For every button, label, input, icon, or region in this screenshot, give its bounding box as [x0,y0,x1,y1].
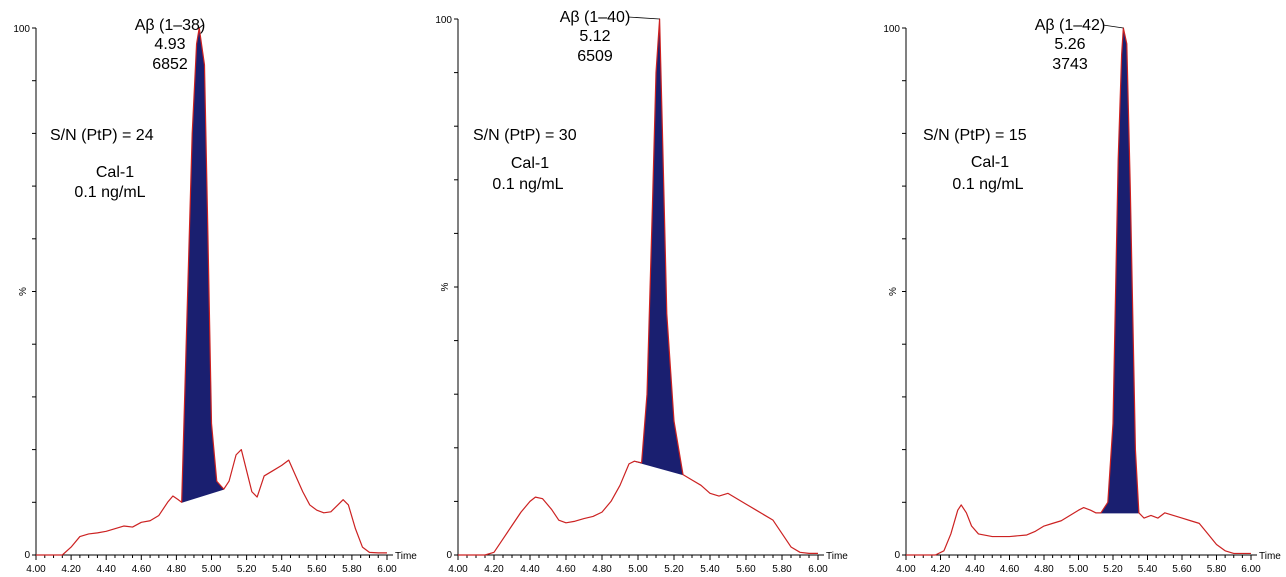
peak-area: 3743 [1052,56,1088,73]
x-tick-label: 4.00 [26,564,46,575]
x-tick-label: 5.00 [202,564,222,575]
peak-retention-time: 5.12 [579,28,610,45]
x-tick-label: 4.60 [132,564,152,575]
y-tick-label: 0 [894,550,900,561]
peak-label-leader [1102,24,1124,29]
x-tick-label: 5.20 [1103,564,1123,575]
chromatogram-trace [36,27,387,556]
peak-label: Aβ (1–40) [560,9,631,26]
y-axis-label: % [440,282,451,291]
x-tick-label: 5.60 [307,564,327,575]
signal-to-noise-label: S/N (PtP) = 15 [923,127,1027,144]
peak-label-leader [627,16,660,20]
x-tick-label: 5.20 [237,564,257,575]
y-axis-label: % [18,287,29,296]
x-tick-label: 4.20 [61,564,81,575]
chromatogram-panel-3: 4.00 4.20 4.40 4.60 4.80 5.00 5.20 5.40 5.60 5.80… [883,17,1281,575]
x-tick-label: 6.00 [808,564,828,575]
calibrator-label: Cal-1 [511,155,549,172]
concentration-label: 0.1 ng/mL [74,184,145,201]
x-tick-label: 4.00 [448,564,468,575]
y-tick-label: 0 [24,550,30,561]
chromatogram-panel-2: 4.00 4.20 4.40 4.60 4.80 5.00 5.20 5.40 5.60 5.80… [435,9,848,575]
x-tick-label: 5.40 [1138,564,1158,575]
integration-baseline [181,488,224,503]
y-tick-label: 100 [13,24,30,35]
integrated-peak-area [634,19,683,475]
x-tick-label: 5.80 [772,564,792,575]
integration-baseline [634,460,684,476]
x-tick-label: 4.80 [1034,564,1054,575]
peak-retention-time: 4.93 [154,36,185,53]
peak-label-leader [198,24,204,29]
x-tick-label: 4.60 [1000,564,1020,575]
x-axis-label: Time [826,551,848,562]
x-tick-label: 5.80 [342,564,362,575]
y-tick-label: 0 [446,550,452,561]
x-tick-label: 4.40 [965,564,985,575]
x-tick-label: 4.00 [896,564,916,575]
calibrator-label: Cal-1 [96,164,134,181]
x-tick-label: 5.00 [1069,564,1089,575]
concentration-label: 0.1 ng/mL [952,176,1023,193]
signal-to-noise-label: S/N (PtP) = 30 [473,127,577,144]
x-tick-label: 4.20 [931,564,951,575]
peak-retention-time: 5.26 [1054,36,1085,53]
x-tick-label: 5.40 [700,564,720,575]
x-tick-label: 5.60 [1172,564,1192,575]
signal-to-noise-label: S/N (PtP) = 24 [50,127,154,144]
y-tick-label: 100 [435,15,452,26]
x-tick-label: 5.40 [272,564,292,575]
chromatogram-panel-1: 4.00 4.20 4.40 4.60 4.80 5.00 5.20 5.40 5.60 5.80… [13,17,417,575]
x-axis-label: Time [395,551,417,562]
y-tick-label: 100 [883,24,900,35]
calibrator-label: Cal-1 [971,154,1009,171]
x-tick-label: 5.20 [664,564,684,575]
x-tick-label: 5.00 [628,564,648,575]
peak-label: Aβ (1–42) [1035,17,1106,34]
chromatogram-trace [458,18,818,556]
integrated-peak-area [1100,28,1139,513]
x-tick-label: 4.60 [556,564,576,575]
x-axis-label: Time [1259,551,1281,562]
concentration-label: 0.1 ng/mL [492,176,563,193]
peak-area: 6509 [577,48,613,65]
chromatogram-trace [906,27,1251,556]
x-tick-label: 4.40 [520,564,540,575]
peak-area: 6852 [152,56,188,73]
x-tick-label: 5.80 [1207,564,1227,575]
x-tick-label: 6.00 [377,564,397,575]
x-tick-label: 4.80 [167,564,187,575]
x-tick-label: 4.20 [484,564,504,575]
x-tick-label: 6.00 [1241,564,1261,575]
x-tick-label: 5.60 [736,564,756,575]
y-axis-label: % [888,287,899,296]
x-tick-label: 4.80 [592,564,612,575]
x-tick-label: 4.40 [96,564,116,575]
peak-label: Aβ (1–38) [135,17,206,34]
